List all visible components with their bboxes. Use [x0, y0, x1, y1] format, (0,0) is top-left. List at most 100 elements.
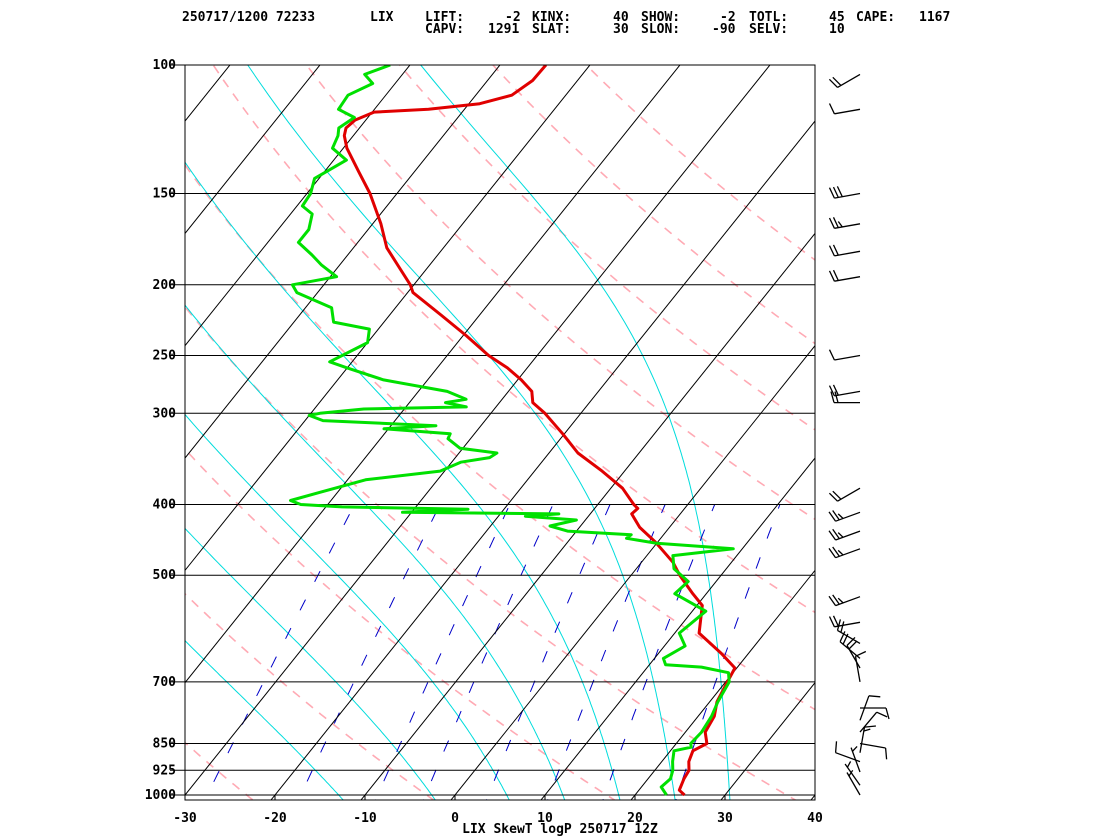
header-slat-value: 30: [613, 22, 629, 37]
wind-barb-feather: [832, 615, 839, 627]
wind-barb-feather: [885, 707, 890, 720]
pressure-tick-label: 850: [153, 737, 177, 752]
header-totl-label: TOTL:: [749, 10, 789, 25]
wind-barb-feather: [832, 217, 839, 228]
wind-barb-feather: [837, 597, 844, 604]
pressure-tick-label: 400: [153, 498, 177, 513]
wind-barb-staff: [837, 73, 861, 88]
wind-barb-feather: [852, 745, 858, 752]
wind-barb-staff: [859, 711, 878, 733]
wind-barb-feather: [830, 391, 835, 403]
mixing-ratio-line: [675, 504, 781, 800]
wind-barb-feather: [864, 725, 876, 728]
header-cape-label: CAPE:: [856, 10, 896, 25]
wind-barb-staff: [834, 250, 861, 257]
isotherm-line: [185, 65, 771, 796]
isotherm-line: [185, 65, 501, 459]
wind-barb-feather: [828, 492, 838, 502]
moist-adiabats: [185, 65, 731, 800]
temperature-tick-label: 0: [451, 811, 459, 826]
wind-barb: [828, 269, 861, 282]
dry-adiabat: [398, 65, 815, 431]
pressure-tick-label: 100: [153, 58, 177, 73]
wind-barb: [844, 761, 861, 786]
isotherm-line: [720, 681, 815, 800]
wind-barb-feather: [837, 532, 844, 538]
wind-barb-staff: [834, 276, 861, 282]
header-kinx-label: KINX:: [532, 10, 572, 25]
moist-adiabat: [420, 65, 731, 800]
wind-barb-feather: [828, 548, 837, 559]
wind-barb-feather: [832, 546, 840, 557]
wind-barb-staff: [834, 621, 861, 628]
header-selv-label: SELV:: [749, 22, 789, 37]
wind-barb-feather: [828, 349, 835, 361]
wind-barb-feather: [837, 221, 843, 228]
isotherm-line: [630, 569, 815, 800]
wind-barb-feather: [828, 103, 835, 115]
wind-barb: [828, 103, 861, 115]
dry-adiabat: [491, 65, 815, 345]
wind-barb-feather: [828, 595, 837, 606]
wind-barb-feather: [836, 186, 843, 197]
wind-barb: [859, 725, 876, 753]
wind-barb: [830, 391, 860, 404]
dry-adiabat: [185, 163, 815, 711]
wind-barb-feather: [884, 747, 888, 760]
wind-barb-staff: [834, 390, 861, 397]
isotherm-line: [450, 344, 815, 800]
wind-barb-staff: [835, 596, 861, 607]
wind-barb: [828, 217, 861, 229]
wind-barb: [839, 631, 861, 659]
isotherm-line: [185, 65, 411, 347]
mixing-ratio-line: [422, 504, 554, 800]
wind-barb-feather: [832, 490, 842, 500]
mixing-ratio-line: [602, 504, 716, 800]
wind-barb: [828, 546, 861, 559]
wind-barb-feather: [828, 245, 835, 257]
wind-barb-feather: [836, 619, 842, 631]
wind-barb: [828, 73, 861, 88]
mixing-ratio-line: [485, 504, 611, 800]
sounding-header: 250717/1200 72233 LIX LIFT: -2 KINX: 40 …: [0, 0, 1120, 45]
isobars: [170, 64, 815, 796]
wind-barb-feather: [832, 76, 842, 86]
chart-caption: LIX SkewT logP 250717 12Z: [462, 822, 658, 837]
wind-barb-feather: [834, 391, 839, 403]
moist-adiabat: [185, 413, 510, 800]
wind-barb: [828, 510, 861, 522]
dry-adiabat: [305, 65, 815, 521]
temperature-tick-label: 20: [627, 811, 643, 826]
header-totl-value: 45: [829, 10, 845, 25]
header-lift-value: -2: [505, 10, 521, 25]
wind-barb-feather: [828, 530, 837, 541]
dry-adiabat: [185, 741, 255, 800]
wind-barb-staff: [835, 548, 861, 559]
wind-barb: [834, 741, 861, 763]
dewpoint-profile: [289, 65, 735, 796]
mixing-ratio-lines: [204, 504, 781, 800]
wind-barb-staff: [835, 752, 861, 763]
wind-barb-feather: [832, 384, 839, 396]
moist-adiabat: [247, 65, 676, 800]
dry-adiabat: [185, 592, 435, 800]
header-cape-value: 1167: [919, 10, 951, 25]
mixing-ratio-line: [297, 504, 441, 800]
isotherm-line: [540, 457, 815, 800]
isotherm-line: [270, 120, 815, 800]
wind-barb-feather: [848, 640, 858, 650]
wind-barb: [828, 487, 861, 502]
pressure-tick-label: 700: [153, 675, 177, 690]
wind-barb: [860, 707, 890, 720]
wind-barb-staff: [844, 763, 861, 786]
mixing-ratio-line: [204, 504, 356, 800]
header-slat-label: SLAT:: [532, 22, 572, 37]
wind-barb: [836, 619, 861, 644]
isotherm-line: [185, 65, 231, 122]
temperature-tick-label: -20: [263, 811, 287, 826]
wind-barb: [859, 711, 888, 733]
moist-adiabat: [185, 527, 436, 800]
temperature-tick-label: 30: [717, 811, 733, 826]
pressure-tick-label: 925: [153, 763, 176, 778]
wind-barb-staff: [837, 629, 861, 644]
